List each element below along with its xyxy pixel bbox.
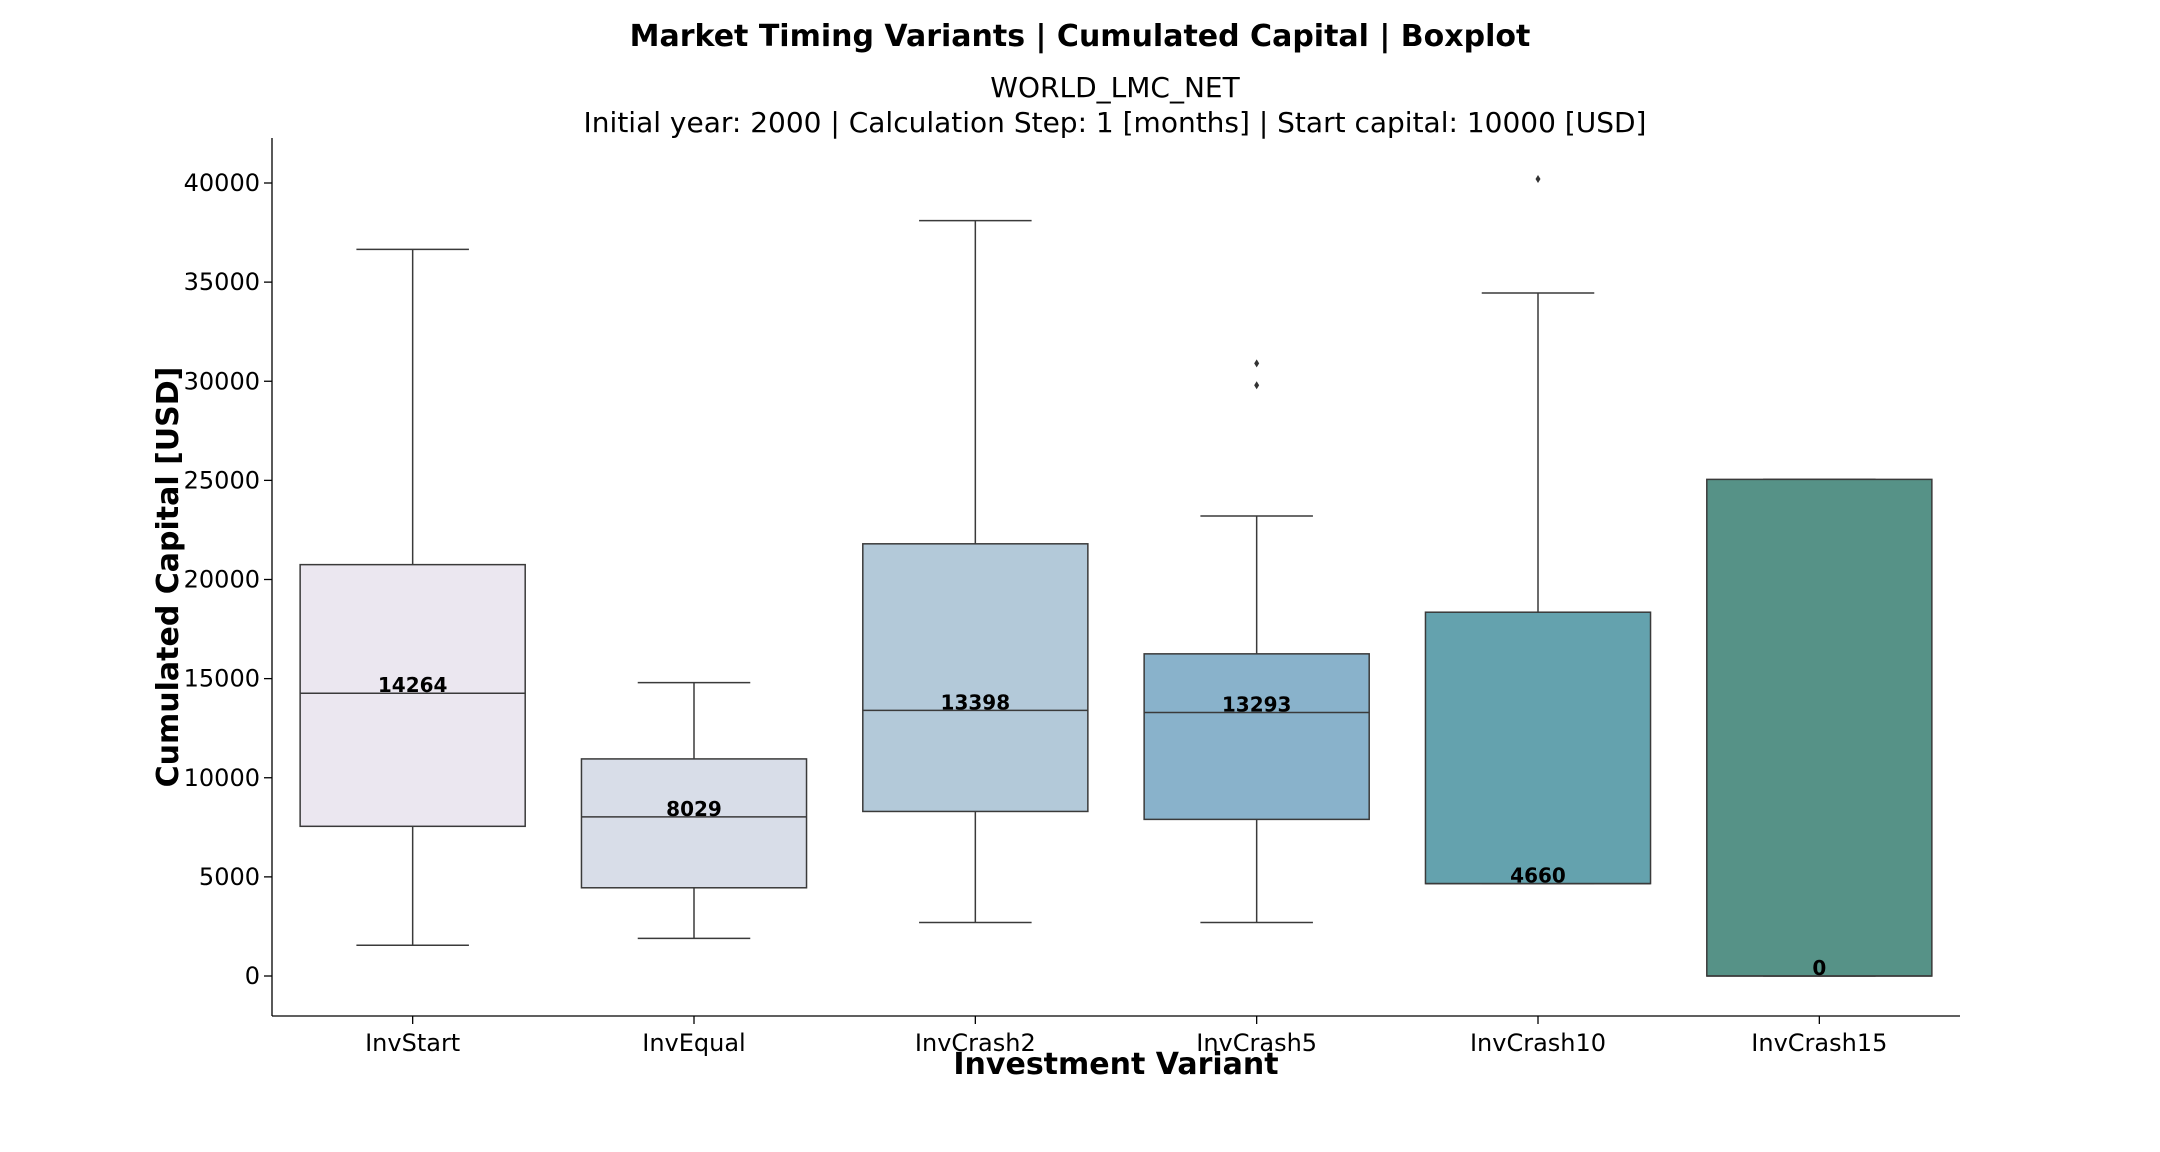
x-tick-label: InvCrash15 <box>1751 1029 1887 1057</box>
outlier-point <box>1254 381 1260 390</box>
box-InvStart: 14264 <box>299 248 526 947</box>
median-value-label: 4660 <box>1510 864 1566 888</box>
box-body <box>299 563 526 828</box>
box-InvEqual: 8029 <box>580 681 808 940</box>
median-value-label: 14264 <box>378 673 448 697</box>
box-body <box>1143 653 1370 821</box>
median-value-label: 8029 <box>666 797 722 821</box>
chart-title: Market Timing Variants | Cumulated Capit… <box>630 19 1531 54</box>
box-body <box>580 758 808 889</box>
x-tick-label: InvStart <box>365 1029 460 1057</box>
box-body <box>1424 611 1652 885</box>
x-tick-label: InvCrash2 <box>915 1029 1036 1057</box>
box-InvCrash10: 4660 <box>1424 175 1652 888</box>
median-value-label: 13398 <box>941 690 1011 714</box>
y-tick-label: 30000 <box>184 367 260 395</box>
y-tick-label: 5000 <box>199 863 260 891</box>
x-tick-label: InvCrash10 <box>1470 1029 1606 1057</box>
outlier-point <box>1254 359 1260 368</box>
y-tick-label: 40000 <box>184 169 260 197</box>
median-value-label: 0 <box>1812 956 1826 980</box>
y-tick-label: 25000 <box>184 466 260 494</box>
box-body <box>1706 478 1933 977</box>
chart-subtitle-parameters: Initial year: 2000 | Calculation Step: 1… <box>584 106 1647 139</box>
box-InvCrash15: 0 <box>1706 478 1933 980</box>
box-body <box>862 543 1089 813</box>
box-InvCrash2: 13398 <box>862 219 1089 924</box>
median-value-label: 13293 <box>1222 692 1292 716</box>
y-axis-label: Cumulated Capital [USD] <box>151 367 186 788</box>
x-tick-label: InvEqual <box>642 1029 745 1057</box>
box-InvCrash5: 13293 <box>1143 359 1370 924</box>
x-axis-label: Investment Variant <box>953 1047 1278 1082</box>
y-tick-label: 15000 <box>184 665 260 693</box>
y-tick-label: 35000 <box>184 268 260 296</box>
x-tick-label: InvCrash5 <box>1196 1029 1317 1057</box>
outlier-point <box>1535 175 1541 184</box>
chart-subtitle-dataset: WORLD_LMC_NET <box>990 71 1240 104</box>
y-tick-label: 0 <box>245 962 260 990</box>
y-tick-label: 20000 <box>184 566 260 594</box>
y-tick-label: 10000 <box>184 764 260 792</box>
plot-area: 14264 8029 13398 13293 4660 0 <box>299 175 1933 980</box>
